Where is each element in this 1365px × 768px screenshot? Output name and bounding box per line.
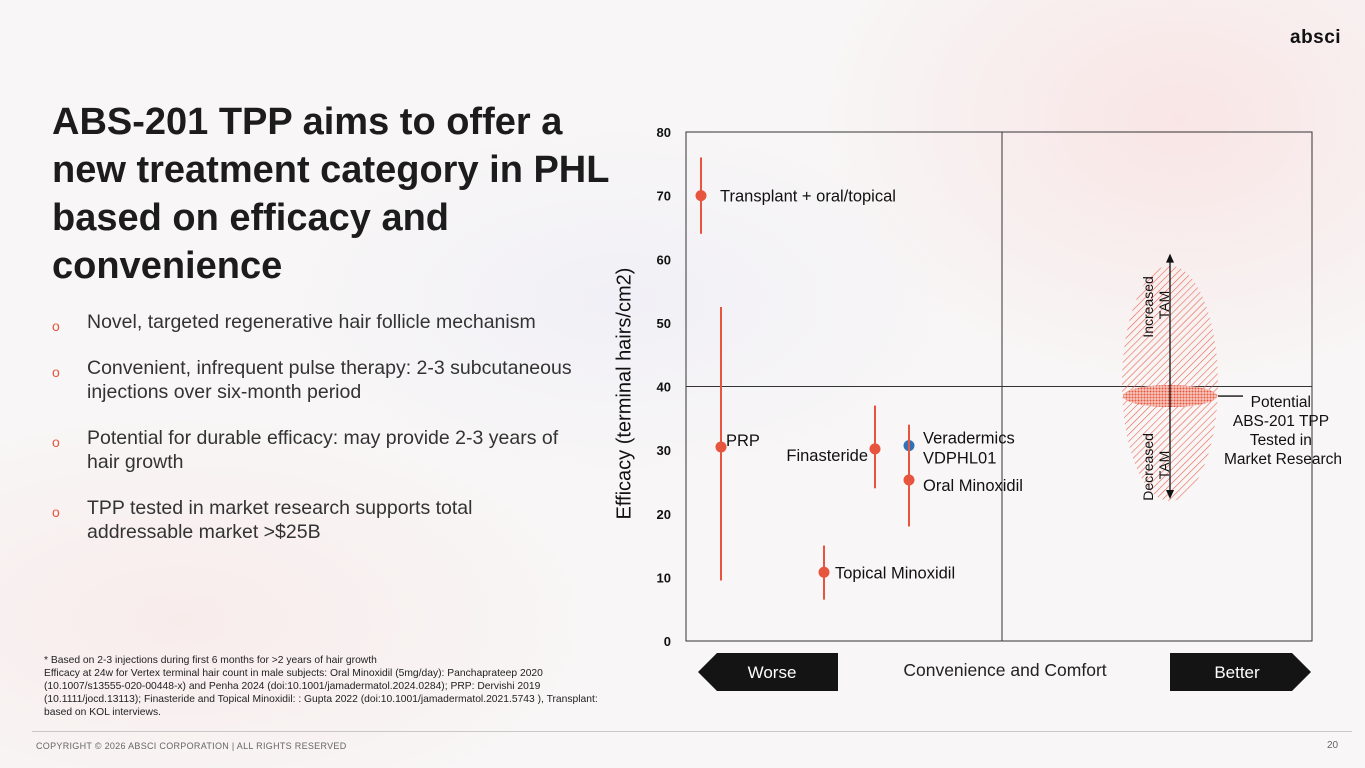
y-tick-label: 70 bbox=[657, 189, 671, 204]
bullet-marker-icon: o bbox=[52, 434, 60, 450]
y-tick-label: 0 bbox=[664, 634, 671, 649]
data-points: Transplant + oral/topical PRP Finasteride V… bbox=[695, 157, 1023, 600]
data-point bbox=[695, 190, 707, 202]
worse-arrow-shape bbox=[698, 653, 838, 691]
y-tick-label: 20 bbox=[657, 507, 671, 522]
data-point-group: PRP bbox=[715, 306, 760, 581]
target-profile: Increased TAM Decreased TAM Potential AB… bbox=[1122, 253, 1342, 502]
slide-title: ABS-201 TPP aims to offer a new treatmen… bbox=[52, 101, 609, 287]
data-point-label: Finasteride bbox=[786, 447, 868, 465]
footnote: * Based on 2-3 injections during first 6… bbox=[44, 654, 614, 719]
bullet-text: Convenient, infrequent pulse therapy: 2-… bbox=[87, 357, 572, 403]
y-tick-label: 40 bbox=[657, 380, 671, 395]
footnote-line: Efficacy at 24w for Vertex terminal hair… bbox=[44, 668, 598, 718]
y-tick-label: 60 bbox=[657, 252, 671, 267]
data-point-label: Transplant + oral/topical bbox=[720, 188, 896, 206]
data-point-label: Topical Minoxidil bbox=[835, 564, 955, 582]
data-point-group: Oral Minoxidil bbox=[903, 424, 1023, 527]
bullet-item: o Potential for durable efficacy: may pro… bbox=[52, 426, 572, 474]
page-number: 20 bbox=[1327, 740, 1339, 751]
y-tick-label: 80 bbox=[657, 125, 671, 140]
bullet-item: o TPP tested in market research supports … bbox=[52, 496, 572, 544]
data-point-group: Topical Minoxidil bbox=[818, 545, 955, 600]
decreased-tam-label: Decreased TAM bbox=[1140, 429, 1172, 501]
data-point bbox=[903, 474, 915, 486]
y-tick-label: 30 bbox=[657, 443, 671, 458]
bullet-list: o Novel, targeted regenerative hair folli… bbox=[52, 310, 572, 566]
bullet-text: Potential for durable efficacy: may prov… bbox=[87, 427, 559, 473]
x-axis-label: Convenience and Comfort bbox=[903, 660, 1107, 680]
data-point-group: Veradermics VDPHL01 bbox=[903, 430, 1015, 468]
arrow-up-icon bbox=[1166, 253, 1174, 263]
bullet-item: o Convenient, infrequent pulse therapy: 2… bbox=[52, 356, 572, 404]
footer-divider bbox=[32, 731, 1352, 732]
footnote-line: * Based on 2-3 injections during first 6… bbox=[44, 655, 377, 666]
data-point-group: Transplant + oral/topical bbox=[695, 157, 896, 234]
y-axis-label: Efficacy (terminal hairs/cm2) bbox=[613, 267, 636, 520]
arrow-down-icon bbox=[1166, 490, 1174, 500]
data-point bbox=[869, 443, 881, 455]
y-tick-label: 50 bbox=[657, 316, 671, 331]
absci-logo: absci bbox=[1290, 27, 1342, 48]
target-profile-label: Potential ABS-201 TPP Tested in Market R… bbox=[1224, 394, 1342, 468]
data-point-label: Veradermics VDPHL01 bbox=[923, 430, 1015, 468]
y-axis-ticks: 0 10 20 30 40 50 60 70 80 bbox=[657, 125, 671, 649]
y-tick-label: 10 bbox=[657, 570, 671, 585]
copyright-text: COPYRIGHT © 2026 ABSCI CORPORATION | ALL… bbox=[36, 741, 347, 751]
data-point-label: PRP bbox=[726, 432, 760, 450]
bullet-item: o Novel, targeted regenerative hair folli… bbox=[52, 310, 572, 334]
data-point-label: Oral Minoxidil bbox=[923, 477, 1023, 495]
bullet-marker-icon: o bbox=[52, 318, 60, 334]
data-point-group: Finasteride bbox=[786, 405, 881, 489]
bullet-text: TPP tested in market research supports t… bbox=[87, 497, 473, 543]
increased-tam-label: Increased TAM bbox=[1140, 272, 1172, 337]
worse-label: Worse bbox=[748, 663, 797, 682]
better-label: Better bbox=[1214, 663, 1260, 682]
better-arrow-shape bbox=[1170, 653, 1311, 691]
data-point bbox=[818, 566, 830, 578]
data-point bbox=[715, 441, 727, 453]
bullet-marker-icon: o bbox=[52, 364, 60, 380]
bullet-text: Novel, targeted regenerative hair follic… bbox=[87, 311, 536, 333]
bullet-marker-icon: o bbox=[52, 504, 60, 520]
